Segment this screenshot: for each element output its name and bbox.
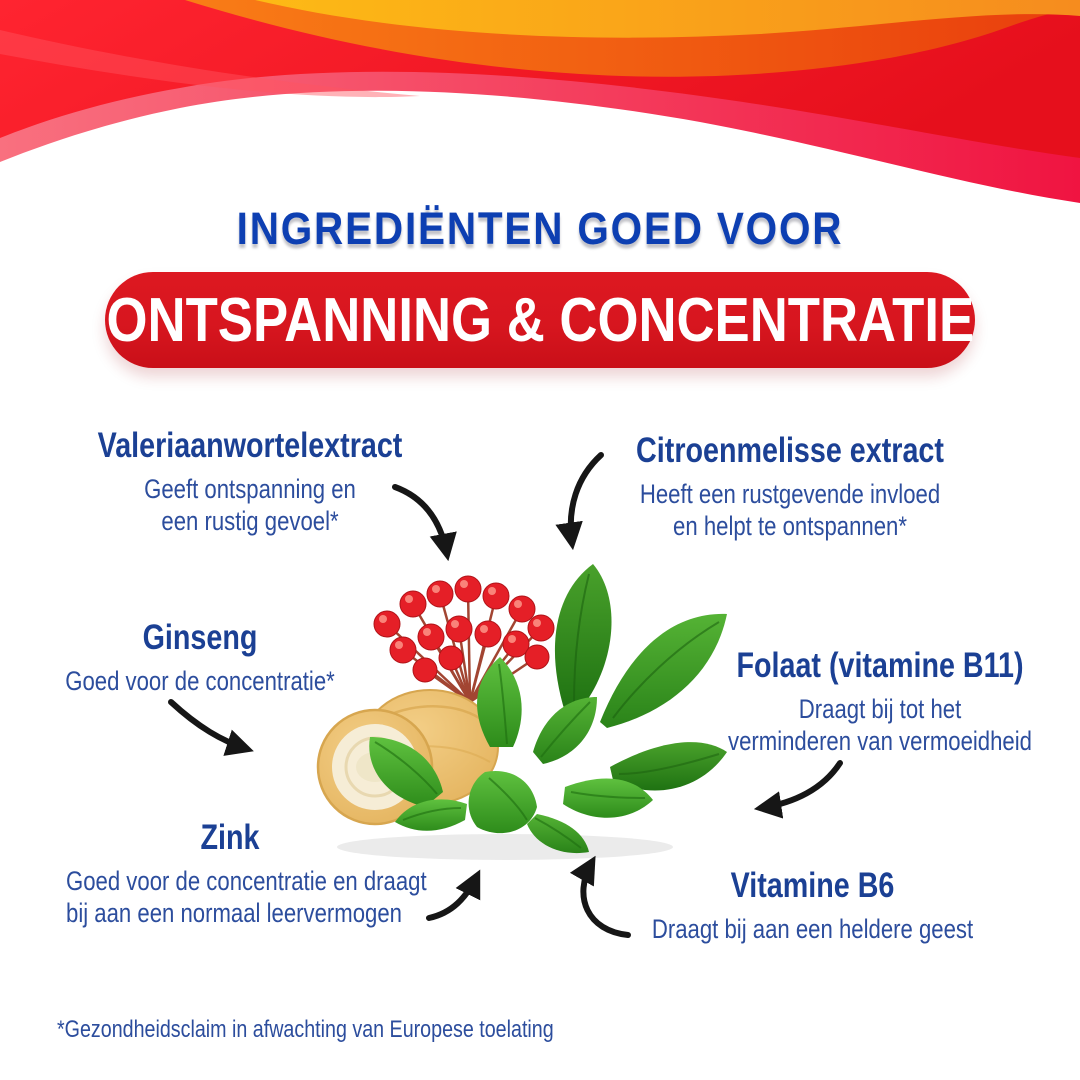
ingredient-name: Zink — [200, 818, 260, 857]
ingredient-benefit: Draagt bij tot het verminderen van vermoe… — [728, 694, 1032, 756]
ingredient-name: Vitamine B6 — [730, 866, 895, 905]
wave-amber-band — [255, 0, 1080, 38]
callout-ginseng: Ginseng Goed voor de concentratie* — [61, 618, 340, 698]
ingredient-benefit: Goed voor de concentratie en draagt bij a… — [66, 866, 427, 928]
green-back-leaves — [554, 564, 727, 791]
callout-citroenmelisse-extract: Citroenmelisse extract Heeft een rustgev… — [626, 431, 954, 543]
ingredient-name: Citroenmelisse extract — [636, 431, 944, 470]
arrow-ginseng — [168, 699, 254, 756]
callout-zink: Zink Goed voor de concentratie en draagt… — [66, 818, 427, 930]
herbs-illustration — [316, 564, 727, 860]
mint-veins — [374, 663, 646, 849]
arrow-folaat — [753, 760, 843, 819]
ingredient-benefit: Draagt bij aan een heldere geest — [651, 914, 974, 944]
callout-vitamine-b6: Vitamine B6 Draagt bij aan een heldere g… — [651, 866, 975, 946]
header-wave-graphic — [0, 0, 1080, 203]
ingredient-name: Valeriaanwortelextract — [97, 426, 403, 465]
red-ginseng-berries — [373, 575, 555, 704]
ingredient-name: Folaat (vitamine B11) — [736, 646, 1024, 685]
category-badge-label: ONTSPANNING & CONCENTRATIE — [106, 285, 974, 355]
ingredient-benefit: Geeft ontspanning en een rustig gevoel* — [144, 474, 356, 536]
ingredient-name: Ginseng — [142, 618, 258, 657]
ingredient-benefit: Heeft een rustgevende invloed en helpt te… — [639, 479, 941, 541]
callout-valeriaanwortelextract: Valeriaanwortelextract Geeft ontspanning… — [86, 426, 414, 538]
ingredient-benefit: Goed voor de concentratie* — [65, 666, 335, 696]
callout-folaat-vitamine-b11: Folaat (vitamine B11) Draagt bij tot het… — [727, 646, 1034, 758]
category-badge: ONTSPANNING & CONCENTRATIE — [105, 272, 975, 368]
health-claim-footnote: *Gezondheidsclaim in afwachting van Euro… — [57, 1016, 554, 1043]
arrow-zink — [426, 869, 481, 921]
arrow-citroenmelisse — [555, 452, 604, 551]
ground-shadow — [337, 834, 673, 860]
lemon-balm-leaves — [369, 657, 653, 854]
wave-red-sheen — [0, 30, 420, 98]
berry-highlights — [379, 580, 541, 649]
arrow-vitamine-b6 — [569, 855, 631, 938]
page-title: INGREDIËNTEN GOED VOOR — [236, 203, 844, 254]
berries — [373, 575, 555, 683]
